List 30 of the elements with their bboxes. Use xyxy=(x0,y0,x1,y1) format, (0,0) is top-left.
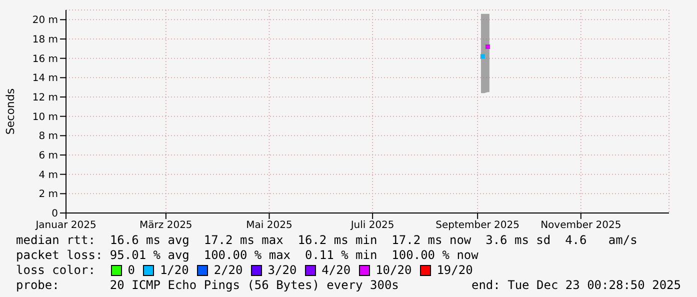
y-tick-label: 20 m xyxy=(32,15,58,26)
text: probe: 20 ICMP Echo Pings (56 Bytes) every 300s xyxy=(16,278,399,293)
y-tick-label: 6 m xyxy=(38,150,58,162)
y-tick-label: 4 m xyxy=(38,170,58,181)
y-tick-label: 2 m xyxy=(38,189,58,200)
y-tick-label: 12 m xyxy=(32,92,58,104)
x-tick-label: Januar 2025 xyxy=(34,220,96,232)
y-tick-label: 14 m xyxy=(32,73,58,84)
text: median rtt: 16.6 ms avg 17.2 ms max 16.2 ms min 17.2 ms now 3.6 ms sd 4.6 am/s xyxy=(16,233,638,248)
y-tick-label: 10 m xyxy=(32,112,58,123)
legend-label: 19/20 xyxy=(436,263,473,278)
legend-label: 0 xyxy=(128,263,135,278)
y-axis-title: Seconds xyxy=(4,88,17,135)
legend-label: 4/20 xyxy=(322,263,351,278)
legend-title: loss color: xyxy=(16,263,96,278)
x-tick-label: Mai 2025 xyxy=(246,220,292,232)
legend-label: 1/20 xyxy=(160,263,189,278)
text: end: Tue Dec 23 00:28:50 2025 xyxy=(471,278,681,293)
y-tick-label: 16 m xyxy=(32,54,58,65)
y-tick-label: 18 m xyxy=(32,34,58,46)
legend-label: 3/20 xyxy=(268,263,297,278)
x-tick-label: September 2025 xyxy=(436,220,520,232)
legend-label: 2/20 xyxy=(214,263,243,278)
y-tick-label: 0 xyxy=(52,208,58,220)
x-tick-label: Juli 2025 xyxy=(350,220,394,232)
y-tick-label: 8 m xyxy=(38,131,58,142)
text: packet loss: 95.01 % avg 100.00 % max 0.11 % min 100.00 % now xyxy=(16,248,480,263)
x-tick-label: März 2025 xyxy=(140,220,192,232)
legend-label: 10/20 xyxy=(376,263,412,278)
x-tick-label: November 2025 xyxy=(540,220,622,232)
